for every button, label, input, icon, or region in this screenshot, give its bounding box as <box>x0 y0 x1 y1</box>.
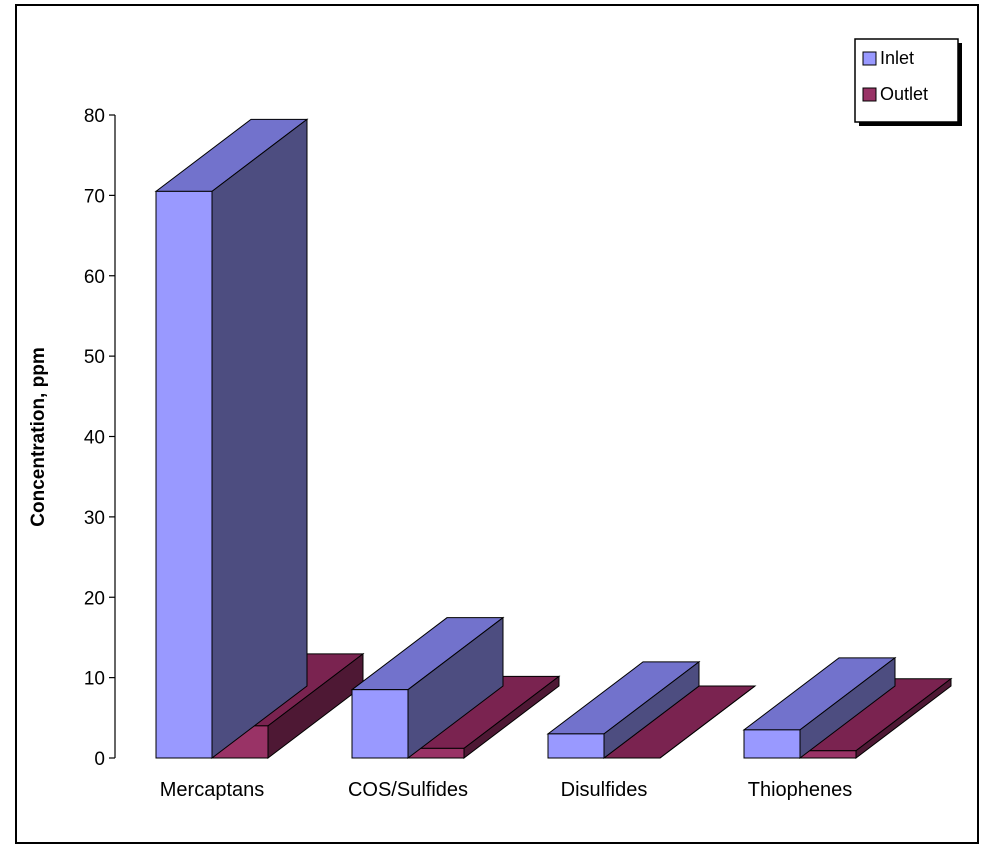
bars <box>154 118 953 760</box>
bar-front-face <box>547 733 605 759</box>
legend-label-inlet: Inlet <box>880 48 914 68</box>
y-tick-label: 60 <box>84 267 105 288</box>
category-label: Disulfides <box>561 779 648 801</box>
category-label: Mercaptans <box>160 779 265 801</box>
category-labels: Mercaptans COS/Sulfides Disulfides Thiophen… <box>160 779 853 801</box>
bar-front-face <box>743 729 801 759</box>
y-tick-label: 0 <box>94 749 105 770</box>
legend-label-outlet: Outlet <box>880 84 928 104</box>
bar-inlet-2 <box>546 660 701 760</box>
legend-swatch-outlet <box>862 87 877 102</box>
bar-outlet-3 <box>798 677 953 760</box>
y-tick-label: 80 <box>84 106 105 127</box>
bar-side-face <box>211 118 308 760</box>
y-tick-label: 40 <box>84 428 105 449</box>
y-tick-label: 20 <box>84 588 105 609</box>
y-tick-label: 70 <box>84 186 105 207</box>
bar-front-face <box>351 689 409 759</box>
y-tick-label: 30 <box>84 508 105 529</box>
legend-swatch-inlet <box>862 51 877 66</box>
bar-side-face <box>659 685 756 759</box>
category-label: COS/Sulfides <box>348 779 468 801</box>
bar-inlet-1 <box>350 616 505 760</box>
legend: Inlet Outlet <box>854 38 962 126</box>
y-axis-label: Concentration, ppm <box>28 347 49 526</box>
category-label: Thiophenes <box>748 779 853 801</box>
y-tick-label: 10 <box>84 669 105 690</box>
bar-inlet-0 <box>154 118 309 760</box>
bar-front-face <box>155 190 213 759</box>
y-axis: 0 10 20 30 40 50 60 70 80 <box>84 106 116 770</box>
y-tick-label: 50 <box>84 347 105 368</box>
bar-inlet-3 <box>742 656 897 760</box>
